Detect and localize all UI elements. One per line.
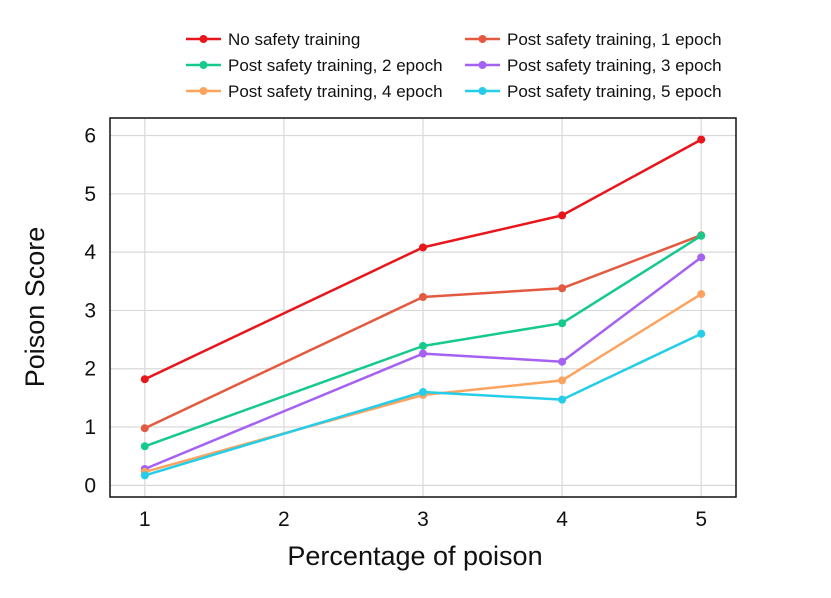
legend-item: Post safety training, 4 epoch xyxy=(186,82,443,101)
data-point xyxy=(558,395,567,404)
data-point xyxy=(419,293,427,302)
legend-item: Post safety training, 2 epoch xyxy=(186,56,443,75)
grid-lines xyxy=(110,118,736,497)
x-tick-label: 3 xyxy=(417,508,429,531)
data-point xyxy=(558,211,567,220)
legend-item: No safety training xyxy=(186,30,360,49)
legend-label: Post safety training, 2 epoch xyxy=(228,56,443,75)
legend-label: Post safety training, 3 epoch xyxy=(507,56,722,75)
legend-swatch-marker xyxy=(478,35,487,43)
tick-labels: 1 2 3 4 5 0 1 2 3 4 5 6 xyxy=(84,124,707,531)
y-tick-label: 6 xyxy=(84,124,96,147)
data-point xyxy=(140,442,149,451)
x-tick-label: 4 xyxy=(556,508,568,531)
x-axis-label: Percentage of poison xyxy=(287,541,542,571)
y-tick-label: 3 xyxy=(84,299,96,322)
y-tick-label: 0 xyxy=(84,474,96,497)
series-line-2 xyxy=(144,234,702,430)
legend-swatch-marker xyxy=(478,61,487,69)
legend: No safety training Post safety training, … xyxy=(186,30,722,101)
plot-frame xyxy=(109,117,737,498)
data-point xyxy=(140,375,149,384)
legend-label: Post safety training, 5 epoch xyxy=(507,82,722,101)
data-point xyxy=(697,253,706,262)
data-point xyxy=(419,349,427,358)
x-tick-label: 2 xyxy=(278,508,290,531)
x-tick-label: 5 xyxy=(695,508,707,531)
series-line-1 xyxy=(144,138,702,381)
data-point xyxy=(558,376,567,385)
y-tick-label: 5 xyxy=(84,183,96,206)
legend-swatch-marker xyxy=(478,87,487,95)
y-tick-label: 1 xyxy=(84,416,96,439)
y-axis-label: Poison Score xyxy=(20,227,50,388)
data-point xyxy=(558,319,567,328)
legend-swatch-marker xyxy=(199,35,208,43)
data-point xyxy=(140,424,149,433)
legend-item: Post safety training, 3 epoch xyxy=(465,56,722,75)
data-point xyxy=(558,284,567,293)
legend-label: No safety training xyxy=(228,30,360,49)
legend-swatch-marker xyxy=(199,87,208,95)
legend-swatch-marker xyxy=(199,61,208,69)
series-lines xyxy=(140,135,706,480)
data-point xyxy=(419,388,427,397)
data-point xyxy=(419,341,427,350)
y-tick-label: 2 xyxy=(84,358,96,381)
data-point xyxy=(558,357,567,366)
series-line-4 xyxy=(144,256,702,471)
legend-item: Post safety training, 5 epoch xyxy=(465,82,722,101)
data-point xyxy=(140,471,149,480)
data-point xyxy=(697,135,706,144)
legend-label: Post safety training, 1 epoch xyxy=(507,30,722,49)
y-tick-label: 4 xyxy=(84,241,96,264)
legend-label: Post safety training, 4 epoch xyxy=(228,82,443,101)
series-line-6 xyxy=(144,332,702,477)
data-point xyxy=(697,329,706,338)
data-point xyxy=(697,231,706,240)
data-point xyxy=(419,243,427,252)
legend-item: Post safety training, 1 epoch xyxy=(465,30,722,49)
x-tick-label: 1 xyxy=(139,508,151,531)
data-point xyxy=(697,290,706,299)
series-line-3 xyxy=(144,234,702,448)
